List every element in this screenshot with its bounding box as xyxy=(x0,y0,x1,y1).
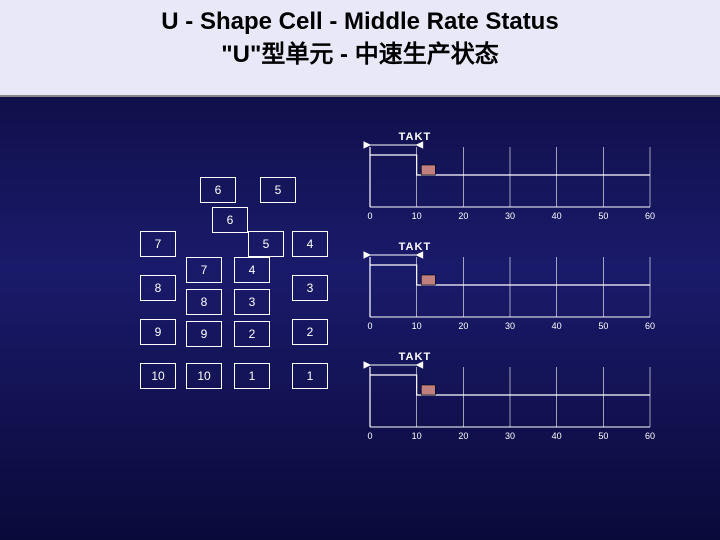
takt-label: TAKT xyxy=(399,131,432,143)
cell-box: 7 xyxy=(186,257,222,283)
cell-box: 3 xyxy=(234,289,270,315)
cell-box: 6 xyxy=(200,177,236,203)
svg-text:50: 50 xyxy=(598,431,608,441)
svg-text:10: 10 xyxy=(412,431,422,441)
header: U - Shape Cell - Middle Rate Status "U"型… xyxy=(0,0,720,97)
takt-chart-3: TAKT0102030405060 xyxy=(370,367,670,447)
cell-box: 10 xyxy=(140,363,176,389)
svg-text:30: 30 xyxy=(505,321,515,331)
svg-text:30: 30 xyxy=(505,431,515,441)
takt-label: TAKT xyxy=(399,351,432,363)
svg-text:10: 10 xyxy=(412,321,422,331)
svg-text:40: 40 xyxy=(552,321,562,331)
cell-box: 4 xyxy=(234,257,270,283)
cell-box: 9 xyxy=(186,321,222,347)
cell-box: 5 xyxy=(260,177,296,203)
svg-text:0: 0 xyxy=(367,431,372,441)
svg-text:20: 20 xyxy=(458,211,468,221)
cell-box: 10 xyxy=(186,363,222,389)
svg-text:30: 30 xyxy=(505,211,515,221)
svg-text:20: 20 xyxy=(458,321,468,331)
cell-box: 2 xyxy=(234,321,270,347)
takt-label: TAKT xyxy=(399,241,432,253)
title-english: U - Shape Cell - Middle Rate Status xyxy=(0,8,720,36)
takt-chart-2: TAKT0102030405060 xyxy=(370,257,670,337)
cell-box: 1 xyxy=(234,363,270,389)
cell-box: 5 xyxy=(248,231,284,257)
svg-text:50: 50 xyxy=(598,211,608,221)
svg-text:10: 10 xyxy=(412,211,422,221)
svg-text:40: 40 xyxy=(552,431,562,441)
svg-text:40: 40 xyxy=(552,211,562,221)
svg-text:0: 0 xyxy=(367,211,372,221)
svg-text:60: 60 xyxy=(645,321,655,331)
cell-box: 8 xyxy=(140,275,176,301)
svg-text:60: 60 xyxy=(645,431,655,441)
title-block: U - Shape Cell - Middle Rate Status "U"型… xyxy=(0,0,720,69)
svg-text:0: 0 xyxy=(367,321,372,331)
svg-text:20: 20 xyxy=(458,431,468,441)
cell-box: 7 xyxy=(140,231,176,257)
cell-box: 1 xyxy=(292,363,328,389)
main-canvas: 6565789107891043214321 TAKT0102030405060… xyxy=(0,97,720,540)
cell-box: 3 xyxy=(292,275,328,301)
svg-text:50: 50 xyxy=(598,321,608,331)
title-chinese: "U"型单元 - 中速生产状态 xyxy=(0,34,720,69)
cell-box: 6 xyxy=(212,207,248,233)
svg-text:60: 60 xyxy=(645,211,655,221)
takt-chart-1: TAKT0102030405060 xyxy=(370,147,670,227)
cell-box: 8 xyxy=(186,289,222,315)
cell-box: 9 xyxy=(140,319,176,345)
cell-box: 4 xyxy=(292,231,328,257)
cell-box: 2 xyxy=(292,319,328,345)
